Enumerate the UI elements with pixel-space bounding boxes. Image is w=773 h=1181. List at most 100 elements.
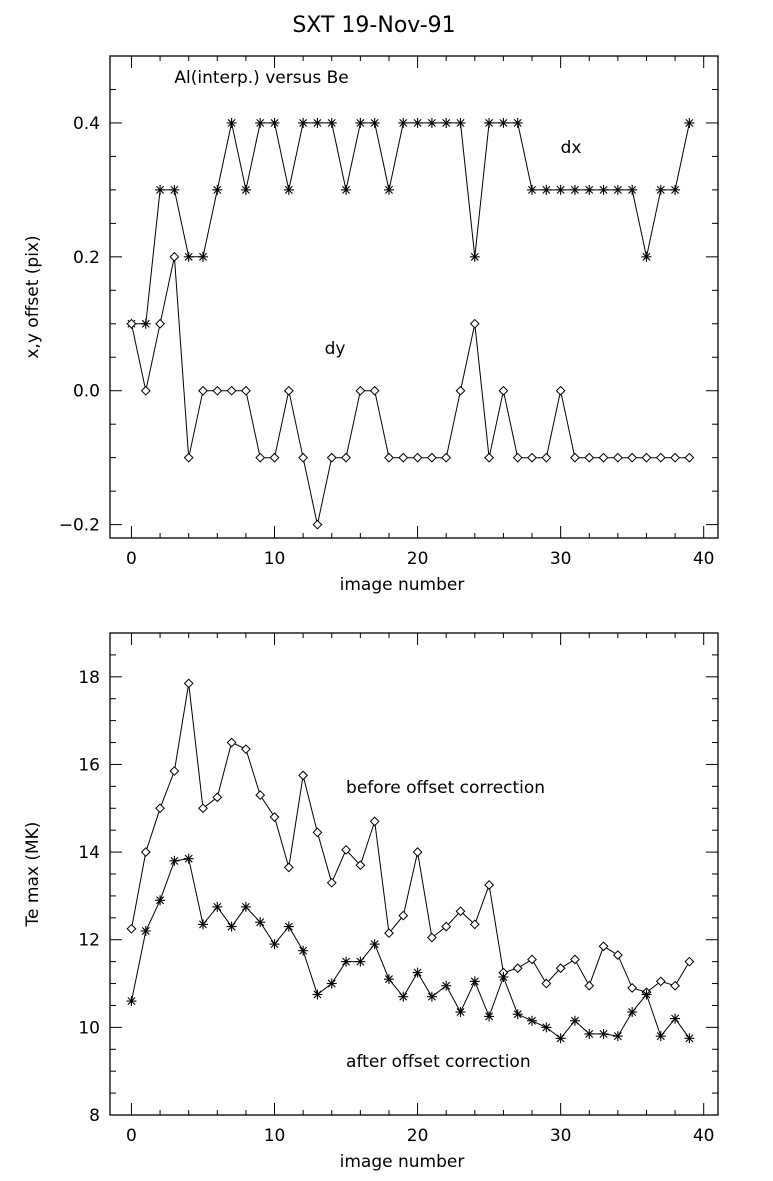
data-point-star xyxy=(412,967,423,978)
data-point-diamond xyxy=(484,452,495,463)
data-point-diamond xyxy=(240,744,251,755)
data-point-star xyxy=(441,980,452,991)
data-point-diamond xyxy=(269,812,280,822)
data-point-star xyxy=(269,939,280,950)
data-point-diamond xyxy=(684,452,695,463)
data-point-star xyxy=(140,318,151,329)
data-point-star xyxy=(441,117,452,128)
data-point-diamond xyxy=(441,921,452,932)
data-point-star xyxy=(283,921,294,932)
data-point-diamond xyxy=(326,452,337,463)
y-tick-label: 10 xyxy=(78,1018,100,1038)
data-point-star xyxy=(226,921,237,932)
data-point-diamond xyxy=(169,251,180,262)
data-point-diamond xyxy=(312,519,323,530)
x-tick-label: 30 xyxy=(550,549,572,569)
data-point-star xyxy=(469,251,480,262)
data-point-diamond xyxy=(655,976,666,987)
data-point-star xyxy=(383,184,394,195)
plot-frame xyxy=(109,632,719,1116)
data-point-star xyxy=(226,117,237,128)
data-point-diamond xyxy=(198,803,208,814)
data-point-diamond xyxy=(455,385,466,396)
data-point-diamond xyxy=(126,923,137,934)
data-point-diamond xyxy=(140,847,151,857)
data-point-star xyxy=(255,117,266,128)
data-point-star xyxy=(298,945,309,956)
data-point-diamond xyxy=(484,880,495,890)
x-tick-label: 20 xyxy=(407,549,429,569)
data-point-star xyxy=(398,117,409,128)
data-point-diamond xyxy=(384,928,394,939)
y-tick-label: 0.2 xyxy=(73,248,100,268)
data-point-star xyxy=(498,117,509,128)
x-tick-label: 10 xyxy=(264,549,286,569)
data-point-diamond xyxy=(169,766,180,776)
data-point-star xyxy=(469,976,480,987)
data-point-star xyxy=(126,996,137,1007)
data-point-star xyxy=(398,991,409,1002)
data-point-star xyxy=(612,1031,623,1042)
data-point-diamond xyxy=(198,385,208,396)
data-point-diamond xyxy=(655,452,666,463)
data-point-diamond xyxy=(670,980,680,991)
x-axis-label: image number xyxy=(340,1152,465,1172)
data-point-star xyxy=(569,184,580,195)
data-point-diamond xyxy=(326,877,337,888)
annotation: dy xyxy=(325,339,346,359)
data-point-star xyxy=(283,184,294,195)
data-point-diamond xyxy=(426,452,437,463)
data-point-star xyxy=(512,1009,523,1020)
data-point-star xyxy=(627,1007,638,1018)
data-point-diamond xyxy=(312,827,323,838)
data-point-diamond xyxy=(369,385,380,396)
data-point-diamond xyxy=(398,452,409,463)
data-point-star xyxy=(569,1015,580,1026)
data-point-star xyxy=(312,117,323,128)
data-point-diamond xyxy=(269,452,280,463)
annotation: before offset correction xyxy=(346,778,545,798)
data-point-diamond xyxy=(398,910,409,921)
y-tick-label: 8 xyxy=(89,1106,100,1126)
data-point-star xyxy=(369,117,380,128)
data-point-diamond xyxy=(527,452,537,463)
data-point-star xyxy=(541,184,552,195)
data-point-diamond xyxy=(298,452,309,463)
data-point-diamond xyxy=(441,452,452,463)
data-point-star xyxy=(655,184,666,195)
data-point-star xyxy=(684,117,695,128)
data-point-diamond xyxy=(670,452,680,463)
data-point-star xyxy=(527,184,538,195)
data-point-diamond xyxy=(355,860,366,871)
data-point-diamond xyxy=(469,318,480,329)
y-axis-label: Te max (MK) xyxy=(23,822,43,928)
data-point-diamond xyxy=(255,452,266,463)
data-point-diamond xyxy=(355,385,366,396)
data-point-diamond xyxy=(598,452,609,463)
data-point-diamond xyxy=(555,385,566,396)
x-tick-label: 30 xyxy=(550,1126,572,1146)
series-line xyxy=(131,683,690,993)
data-point-star xyxy=(627,184,638,195)
data-point-diamond xyxy=(455,906,466,917)
data-point-star xyxy=(484,1011,495,1022)
y-tick-label: 14 xyxy=(78,843,100,863)
data-point-diamond xyxy=(555,963,566,974)
data-point-star xyxy=(412,117,423,128)
data-point-star xyxy=(183,853,194,864)
data-point-star xyxy=(598,184,609,195)
data-point-diamond xyxy=(584,452,595,463)
data-point-diamond xyxy=(469,919,480,930)
y-axis-label: x,y offset (pix) xyxy=(23,235,43,358)
data-point-star xyxy=(269,117,280,128)
data-point-star xyxy=(598,1028,609,1039)
data-point-diamond xyxy=(341,844,351,855)
data-point-star xyxy=(155,895,166,906)
figure-title: SXT 19-Nov-91 xyxy=(292,13,455,38)
data-point-diamond xyxy=(684,956,695,967)
data-point-star xyxy=(369,939,380,950)
data-point-diamond xyxy=(298,770,309,781)
data-point-diamond xyxy=(369,816,380,827)
data-point-star xyxy=(212,184,223,195)
